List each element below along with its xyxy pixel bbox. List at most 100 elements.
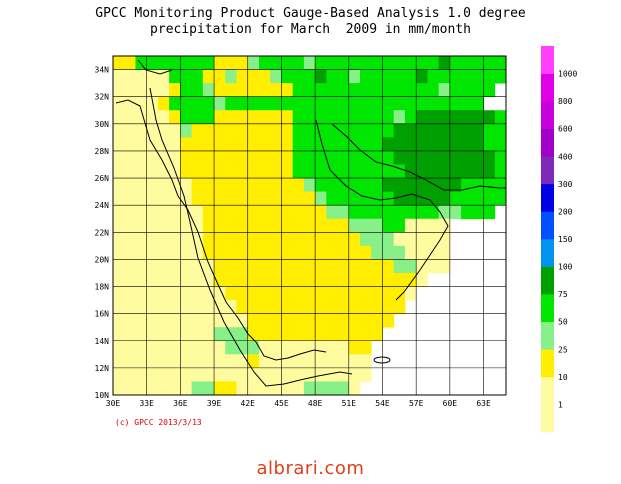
grid-cell	[404, 96, 417, 111]
grid-cell	[438, 164, 451, 179]
y-axis-labels: 34N 32N 30N 28N 26N 24N 22N 20N 18N 16N 14N 12N 10N	[95, 66, 110, 400]
grid-cell	[360, 340, 372, 355]
grid-cell	[393, 259, 406, 274]
grid-cell	[337, 367, 350, 382]
grid-cell	[449, 191, 462, 206]
grid-cell	[483, 110, 496, 125]
grid-cell	[315, 96, 327, 111]
grid-cell	[202, 178, 215, 192]
legend-label: 600	[558, 125, 573, 134]
grid-cell	[214, 232, 226, 247]
grid-cell	[337, 340, 350, 355]
grid-cell	[180, 123, 192, 138]
grid-cell	[416, 205, 428, 220]
x-tick-label: 63E	[476, 399, 491, 408]
grid-cell	[180, 300, 192, 315]
grid-cell	[315, 272, 327, 287]
grid-cell	[315, 110, 327, 125]
grid-cell	[247, 69, 260, 84]
grid-cell	[438, 259, 451, 274]
grid-cell	[315, 340, 327, 355]
grid-cell	[169, 178, 181, 192]
grid-cell	[382, 150, 395, 165]
grid-cell	[348, 245, 361, 260]
grid-cell	[236, 191, 249, 206]
grid-cell	[315, 381, 327, 396]
grid-cell	[180, 272, 192, 287]
grid-cell	[360, 96, 372, 111]
grid-cell	[326, 313, 338, 328]
grid-cell	[135, 286, 148, 301]
grid-cell	[180, 340, 192, 355]
grid-cell	[348, 218, 361, 233]
grid-cell	[146, 164, 159, 179]
grid-cell	[113, 300, 125, 315]
grid-cell	[292, 340, 305, 355]
grid-cell	[169, 218, 181, 233]
grid-cell	[124, 205, 136, 220]
grid-cell	[258, 123, 271, 138]
grid-cell	[303, 123, 316, 138]
grid-cell	[180, 137, 192, 152]
grid-cell	[214, 327, 226, 342]
grid-cell	[326, 259, 338, 274]
grid-cell	[124, 83, 136, 98]
grid-cell	[124, 164, 136, 179]
y-tick-label: 28N	[95, 147, 110, 156]
grid-cell	[214, 150, 226, 165]
grid-cell	[113, 205, 125, 220]
legend-swatch	[541, 376, 554, 405]
grid-cell	[124, 286, 136, 301]
grid-cell	[416, 232, 428, 247]
legend-label: 10	[558, 373, 568, 382]
grid-cell	[360, 150, 372, 165]
grid-cell	[461, 178, 473, 192]
grid-cell	[236, 96, 249, 111]
grid-cell	[146, 150, 159, 165]
grid-cell	[113, 354, 125, 369]
grid-cell	[236, 137, 249, 152]
grid-cell	[360, 56, 372, 70]
grid-cell	[438, 205, 451, 220]
grid-cell	[270, 259, 282, 274]
grid-cell	[191, 327, 204, 342]
grid-cell	[135, 83, 148, 98]
grid-cell	[214, 69, 226, 84]
grid-cell	[281, 69, 294, 84]
y-tick-label: 12N	[95, 364, 110, 373]
grid-cell	[202, 272, 215, 287]
grid-cell	[382, 218, 395, 233]
grid-cell	[348, 150, 361, 165]
grid-cell	[281, 286, 294, 301]
grid-cell	[494, 137, 507, 152]
grid-cell	[292, 205, 305, 220]
grid-cell	[113, 218, 125, 233]
grid-cell	[180, 313, 192, 328]
grid-cell	[169, 56, 181, 70]
grid-cell	[461, 137, 473, 152]
grid-cell	[348, 327, 361, 342]
grid-cell	[180, 259, 192, 274]
grid-cell	[236, 178, 249, 192]
grid-cell	[169, 110, 181, 125]
grid-cell	[169, 286, 181, 301]
grid-cell	[393, 164, 406, 179]
grid-cell	[472, 150, 484, 165]
grid-cell	[157, 367, 170, 382]
grid-cell	[258, 164, 271, 179]
grid-cell	[180, 69, 192, 84]
grid-cell	[157, 205, 170, 220]
grid-cell	[472, 191, 484, 206]
grid-cell	[124, 150, 136, 165]
grid-cell	[146, 205, 159, 220]
grid-cell	[135, 191, 148, 206]
grid-cell	[348, 259, 361, 274]
grid-cell	[169, 367, 181, 382]
grid-cell	[202, 367, 215, 382]
grid-cell	[169, 340, 181, 355]
grid-cell	[404, 178, 417, 192]
grid-cell	[461, 123, 473, 138]
grid-cell	[494, 164, 507, 179]
grid-cell	[124, 245, 136, 260]
grid-cell	[191, 150, 204, 165]
